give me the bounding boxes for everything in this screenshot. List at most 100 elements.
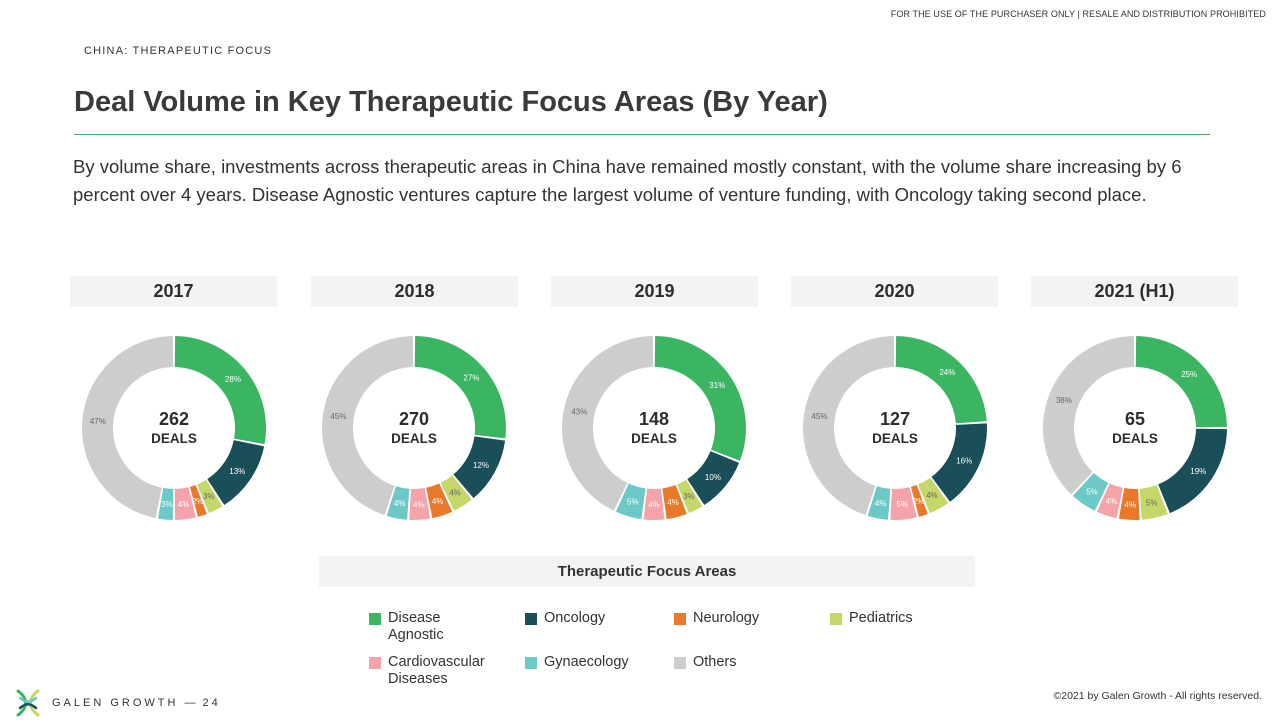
legend-swatch bbox=[674, 613, 686, 625]
slice-cardiovascular-diseases bbox=[174, 487, 196, 520]
legend-swatch bbox=[525, 657, 537, 669]
data-label-neurology: 4% bbox=[432, 497, 444, 506]
data-label-disease-agnostic: 28% bbox=[225, 375, 241, 384]
deal-count: 270 bbox=[399, 409, 429, 429]
legend-item-neurology: Neurology bbox=[674, 610, 798, 627]
year-header-2018: 2018 bbox=[311, 276, 518, 307]
donut-chart-2021-h1: 25% 19% 5% 4% 4% 5% 38% 65 DEALS bbox=[1043, 336, 1227, 520]
data-label-disease-agnostic: 27% bbox=[463, 373, 479, 382]
data-label-cardiovascular-diseases: 4% bbox=[1106, 497, 1118, 506]
data-label-gynaecology: 5% bbox=[627, 497, 639, 506]
legend-item-disease-agnostic: Disease Agnostic bbox=[369, 610, 493, 644]
page-number: 24 bbox=[202, 697, 221, 709]
slice-oncology bbox=[207, 440, 265, 506]
legend-item-oncology: Oncology bbox=[525, 610, 649, 627]
data-label-pediatrics: 3% bbox=[203, 492, 215, 501]
legend-item-gynaecology: Gynaecology bbox=[525, 654, 649, 671]
deal-label: DEALS bbox=[391, 431, 437, 446]
data-label-cardiovascular-diseases: 4% bbox=[178, 500, 190, 509]
data-label-others: 45% bbox=[811, 412, 827, 421]
data-label-gynaecology: 4% bbox=[394, 499, 406, 508]
deal-label: DEALS bbox=[631, 431, 677, 446]
slice-neurology bbox=[910, 484, 928, 517]
section-label: CHINA: THERAPEUTIC FOCUS bbox=[84, 45, 273, 57]
slice-oncology bbox=[453, 436, 506, 499]
legend-item-cardiovascular-diseases: Cardiovascular Diseases bbox=[369, 654, 493, 688]
slice-pediatrics bbox=[918, 477, 949, 514]
slice-pediatrics bbox=[197, 479, 223, 514]
data-label-gynaecology: 5% bbox=[1086, 487, 1098, 496]
legend-label: Others bbox=[693, 654, 737, 670]
legend-swatch bbox=[369, 657, 381, 669]
data-label-oncology: 13% bbox=[229, 467, 245, 476]
slice-others bbox=[321, 336, 414, 516]
slice-cardiovascular-diseases bbox=[643, 488, 665, 520]
data-label-oncology: 12% bbox=[473, 461, 489, 470]
deal-count: 127 bbox=[880, 409, 910, 429]
slice-neurology bbox=[1118, 488, 1140, 520]
data-label-disease-agnostic: 25% bbox=[1181, 370, 1197, 379]
slice-others bbox=[1043, 336, 1135, 495]
donut-chart-2020: 24%16%4%2%5%4%45% 127 DEALS bbox=[803, 336, 987, 520]
data-label-cardiovascular-diseases: 5% bbox=[896, 500, 908, 509]
legend-title: Therapeutic Focus Areas bbox=[319, 556, 975, 587]
slice-oncology bbox=[687, 451, 740, 506]
slice-oncology bbox=[931, 423, 987, 502]
footer-separator: — bbox=[184, 697, 199, 709]
page-title: Deal Volume in Key Therapeutic Focus Are… bbox=[74, 86, 828, 118]
deal-label: DEALS bbox=[151, 431, 197, 446]
data-label-neurology: 4% bbox=[667, 498, 679, 507]
data-label-oncology: 16% bbox=[956, 457, 972, 466]
title-divider bbox=[74, 134, 1210, 135]
copyright-text: ©2021 by Galen Growth - All rights reser… bbox=[1053, 690, 1263, 702]
slice-gynaecology bbox=[615, 483, 646, 520]
slice-neurology bbox=[426, 483, 453, 519]
data-label-others: 38% bbox=[1056, 396, 1072, 405]
year-header-2019: 2019 bbox=[551, 276, 758, 307]
donut-chart-2017: 28%13%3%2%4%3%47% 262 DEALS bbox=[81, 336, 266, 520]
data-label-oncology: 10% bbox=[705, 473, 721, 482]
year-header-2021: 2021 (H1) bbox=[1031, 276, 1238, 307]
slice-disease-agnostic bbox=[654, 336, 746, 461]
data-label-cardiovascular-diseases: 4% bbox=[648, 501, 660, 510]
data-label-pediatrics: 5% bbox=[1146, 499, 1158, 508]
slice-pediatrics bbox=[440, 475, 472, 511]
slice-gynaecology bbox=[386, 486, 410, 520]
data-label-pediatrics: 3% bbox=[683, 492, 695, 501]
deal-label: DEALS bbox=[1112, 431, 1158, 446]
legend-item-others: Others bbox=[674, 654, 798, 671]
data-label-neurology: 4% bbox=[1124, 500, 1136, 509]
page-description: By volume share, investments across ther… bbox=[73, 156, 1182, 205]
slice-gynaecology bbox=[867, 486, 891, 520]
data-label-gynaecology: 4% bbox=[875, 499, 887, 508]
slice-disease-agnostic bbox=[174, 336, 266, 445]
slice-pediatrics bbox=[677, 479, 703, 514]
legend-swatch bbox=[830, 613, 842, 625]
legend-label: Neurology bbox=[693, 610, 760, 626]
year-header-2017: 2017 bbox=[70, 276, 277, 307]
data-label-disease-agnostic: 24% bbox=[939, 368, 955, 377]
legend-item-pediatrics: Pediatrics bbox=[830, 610, 954, 627]
slice-disease-agnostic bbox=[414, 336, 506, 439]
legend-swatch bbox=[525, 613, 537, 625]
slice-gynaecology bbox=[157, 488, 174, 520]
data-label-pediatrics: 4% bbox=[926, 491, 938, 500]
data-label-others: 47% bbox=[90, 417, 106, 426]
legend-label: Cardiovascular Diseases bbox=[388, 654, 485, 687]
data-label-neurology: 2% bbox=[913, 497, 925, 506]
slice-others bbox=[803, 336, 895, 516]
slice-others bbox=[562, 336, 654, 511]
legend-label: Oncology bbox=[544, 610, 606, 626]
legend-label: Gynaecology bbox=[544, 654, 629, 670]
galen-growth-logo-icon bbox=[16, 689, 40, 717]
slice-pediatrics bbox=[1139, 484, 1168, 520]
deal-count: 65 bbox=[1125, 409, 1145, 429]
data-label-cardiovascular-diseases: 4% bbox=[413, 500, 425, 509]
data-label-gynaecology: 3% bbox=[161, 500, 173, 509]
slice-cardiovascular-diseases bbox=[409, 488, 431, 520]
slice-oncology bbox=[1158, 428, 1227, 514]
slice-cardiovascular-diseases bbox=[890, 487, 917, 520]
deal-label: DEALS bbox=[872, 431, 918, 446]
footer-brand-name: GALEN GROWTH bbox=[52, 697, 179, 709]
data-label-disease-agnostic: 31% bbox=[709, 381, 725, 390]
